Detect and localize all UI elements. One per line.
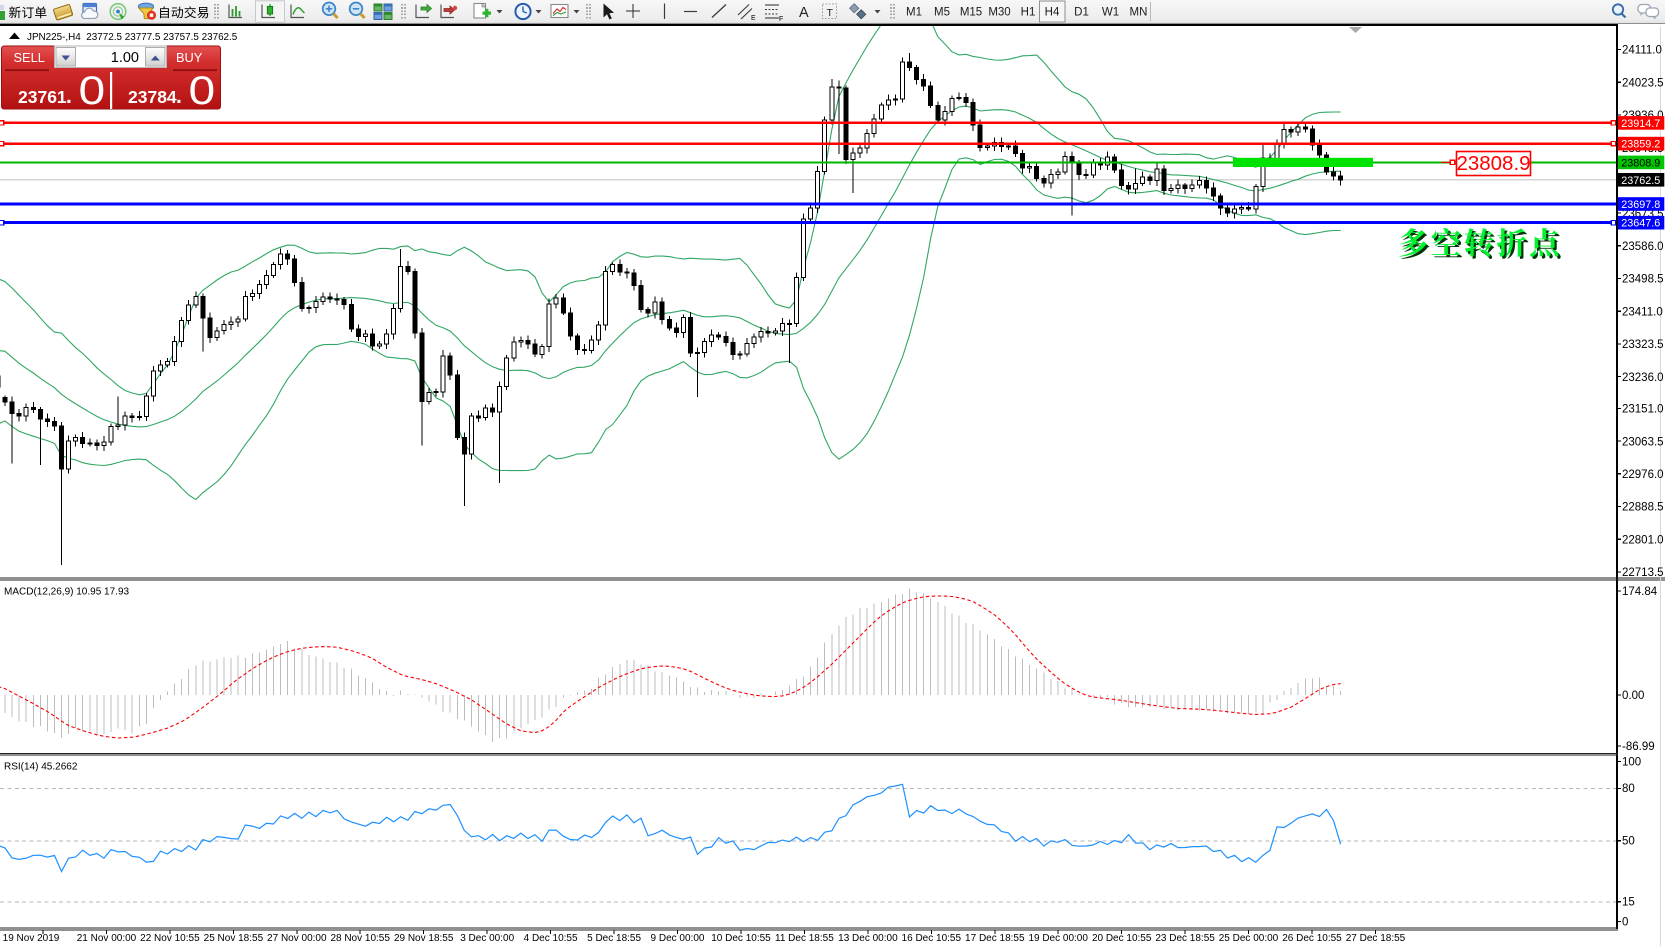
svg-text:0: 0 [79, 69, 106, 113]
svg-text:22888.5: 22888.5 [1622, 502, 1664, 514]
svg-text:.: . [176, 85, 182, 108]
svg-text:0: 0 [1622, 916, 1628, 928]
svg-text:22801.0: 22801.0 [1622, 534, 1664, 546]
svg-text:23808.9: 23808.9 [1621, 157, 1660, 169]
svg-text:E: E [751, 15, 756, 22]
svg-text:4 Dec 10:55: 4 Dec 10:55 [524, 933, 578, 944]
svg-text:100: 100 [1622, 756, 1641, 768]
svg-text:M15: M15 [960, 7, 982, 19]
svg-text:23498.5: 23498.5 [1622, 274, 1664, 286]
svg-text:MN: MN [1130, 7, 1148, 19]
svg-text:JPN225-,H4 23772.5 23777.5 23: JPN225-,H4 23772.5 23777.5 23757.5 23762… [27, 32, 238, 43]
svg-text:27 Nov 00:00: 27 Nov 00:00 [267, 933, 327, 944]
svg-text:10 Dec 10:55: 10 Dec 10:55 [711, 933, 771, 944]
svg-text:23 Dec 18:55: 23 Dec 18:55 [1155, 933, 1215, 944]
svg-text:D1: D1 [1074, 7, 1089, 19]
svg-text:BUY: BUY [176, 50, 203, 65]
svg-text:0.00: 0.00 [1622, 690, 1644, 702]
svg-text:26 Dec 10:55: 26 Dec 10:55 [1282, 933, 1342, 944]
svg-text:23697.8: 23697.8 [1621, 199, 1660, 211]
svg-text:24111.0: 24111.0 [1622, 45, 1662, 57]
svg-text:A: A [799, 5, 809, 21]
svg-text:1.00: 1.00 [111, 50, 139, 66]
svg-text:28 Nov 10:55: 28 Nov 10:55 [330, 933, 390, 944]
svg-text:13 Dec 00:00: 13 Dec 00:00 [838, 933, 898, 944]
svg-text:23808.9: 23808.9 [1456, 152, 1530, 175]
svg-text:MACD(12,26,9) 10.95 17.93: MACD(12,26,9) 10.95 17.93 [4, 587, 130, 598]
svg-text:SELL: SELL [14, 50, 45, 65]
svg-text:T: T [827, 7, 834, 19]
svg-text:15: 15 [1622, 897, 1635, 909]
svg-text:16 Dec 10:55: 16 Dec 10:55 [902, 933, 962, 944]
svg-text:RSI(14) 45.2662: RSI(14) 45.2662 [4, 762, 78, 773]
svg-text:25 Nov 18:55: 25 Nov 18:55 [204, 933, 264, 944]
svg-text:20 Dec 10:55: 20 Dec 10:55 [1092, 933, 1152, 944]
svg-text:24023.5: 24023.5 [1622, 77, 1664, 89]
svg-text:11 Dec 18:55: 11 Dec 18:55 [775, 933, 834, 944]
svg-text:9 Dec 00:00: 9 Dec 00:00 [651, 933, 705, 944]
svg-text:.: . [66, 85, 72, 108]
svg-text:M1: M1 [906, 7, 922, 19]
svg-text:F: F [779, 16, 783, 23]
svg-text:80: 80 [1622, 783, 1635, 795]
svg-text:22 Nov 10:55: 22 Nov 10:55 [140, 933, 200, 944]
svg-text:19 Dec 00:00: 19 Dec 00:00 [1028, 933, 1088, 944]
svg-text:17 Dec 18:55: 17 Dec 18:55 [965, 933, 1025, 944]
svg-text:-86.99: -86.99 [1622, 741, 1655, 753]
svg-text:23411.0: 23411.0 [1622, 306, 1663, 318]
svg-text:22976.0: 22976.0 [1622, 469, 1664, 481]
svg-text:5 Dec 18:55: 5 Dec 18:55 [587, 933, 641, 944]
svg-text:M30: M30 [988, 7, 1010, 19]
svg-text:23784: 23784 [128, 87, 177, 107]
svg-text:50: 50 [1622, 836, 1635, 848]
svg-text:23761: 23761 [18, 87, 67, 107]
svg-text:27 Dec 18:55: 27 Dec 18:55 [1346, 933, 1406, 944]
svg-text:W1: W1 [1102, 7, 1119, 19]
svg-text:23914.7: 23914.7 [1621, 118, 1660, 130]
svg-text:23647.6: 23647.6 [1621, 218, 1660, 230]
svg-text:29 Nov 18:55: 29 Nov 18:55 [394, 933, 454, 944]
svg-text:23151.0: 23151.0 [1622, 404, 1664, 416]
svg-text:M5: M5 [934, 7, 950, 19]
svg-text:23762.5: 23762.5 [1621, 175, 1660, 187]
svg-text:23323.5: 23323.5 [1622, 339, 1664, 351]
svg-text:0: 0 [189, 69, 216, 113]
svg-text:25 Dec 00:00: 25 Dec 00:00 [1219, 933, 1279, 944]
svg-text:23586.0: 23586.0 [1622, 241, 1664, 253]
svg-text:23859.2: 23859.2 [1621, 139, 1660, 151]
svg-text:21 Nov 00:00: 21 Nov 00:00 [77, 933, 137, 944]
svg-text:H4: H4 [1045, 7, 1060, 19]
svg-text:H1: H1 [1021, 7, 1036, 19]
svg-text:23063.5: 23063.5 [1622, 436, 1664, 448]
svg-text:3 Dec 00:00: 3 Dec 00:00 [460, 933, 514, 944]
svg-text:174.84: 174.84 [1622, 586, 1658, 598]
svg-text:19 Nov 2019: 19 Nov 2019 [3, 933, 60, 944]
svg-text:22713.5: 22713.5 [1622, 567, 1664, 579]
svg-text:23236.0: 23236.0 [1622, 372, 1664, 384]
